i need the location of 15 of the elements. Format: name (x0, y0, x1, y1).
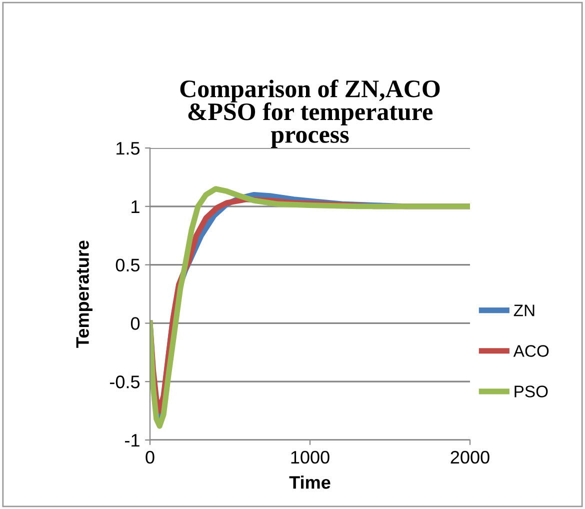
x-tick-label: 0 (146, 450, 154, 464)
y-tick-label: -1 (125, 434, 140, 447)
chart-title: Comparison of ZN,ACO &PSO for temperature process (180, 79, 440, 148)
y-tick-label: 1.5 (116, 142, 140, 155)
x-axis-title: Time (289, 476, 330, 489)
x-tick-label: 2000 (450, 450, 490, 464)
legend-label: ZN (514, 304, 534, 316)
legend-label: PSO (514, 386, 548, 398)
y-tick-label: 0.5 (116, 258, 140, 272)
y-tick-label: 1 (132, 200, 140, 213)
legend-label: ACO (513, 345, 549, 357)
y-tick-label: -0.5 (110, 376, 140, 388)
y-axis-title: Temperature (76, 240, 92, 348)
y-tick-label: 0 (130, 317, 140, 330)
x-tick-label: 1000 (291, 450, 330, 464)
